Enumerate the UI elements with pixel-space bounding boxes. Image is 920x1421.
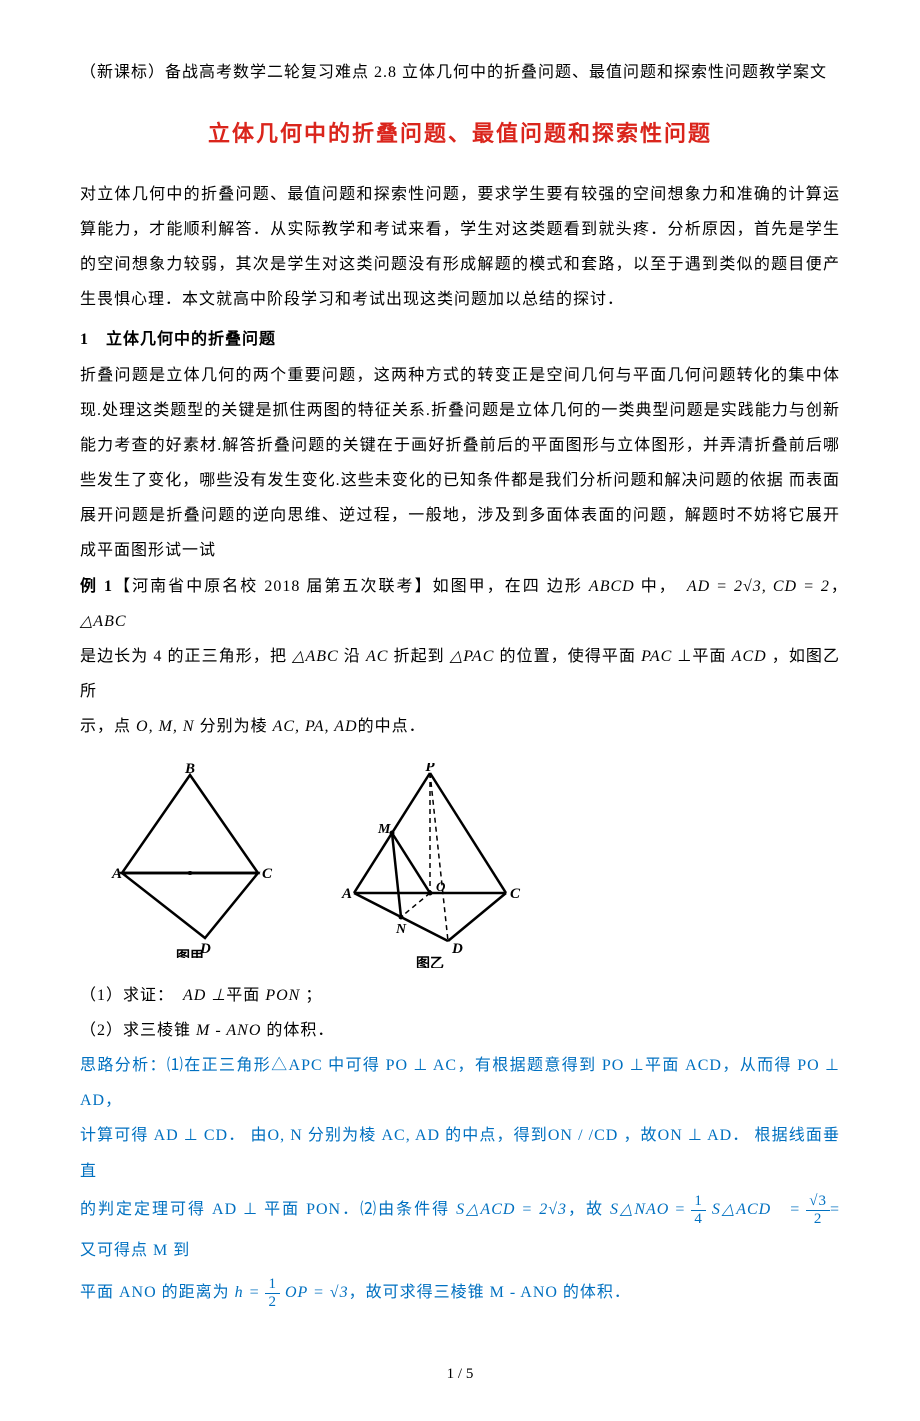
- svg-text:A: A: [341, 886, 352, 902]
- frac-2: √32: [806, 1193, 830, 1227]
- example-text-1: 如图甲，在四 边形: [433, 578, 583, 595]
- math-edges: AC, PA, AD: [273, 718, 358, 735]
- text-2c: 折起到: [394, 648, 445, 665]
- analysis-s1: S△ACD = 2√3: [456, 1201, 567, 1218]
- figure-2-svg: P A C D M O N 图乙: [330, 763, 530, 968]
- analysis-p1: ⑴在正三角形△APC 中可得 PO ⊥ AC，有根据题意得到 PO ⊥平面 AC…: [80, 1057, 840, 1109]
- comma-1: ，: [830, 578, 840, 595]
- svg-text:图乙: 图乙: [416, 956, 444, 968]
- q2-end: 的体积．: [266, 1022, 334, 1039]
- q1-pon: PON: [265, 987, 300, 1004]
- frac-3-num: 1: [265, 1276, 280, 1294]
- analysis-s2-lhs: S△NAO: [610, 1201, 669, 1218]
- svg-text:B: B: [184, 763, 195, 777]
- analysis-p4a: 平面 ANO 的距离为: [80, 1284, 230, 1301]
- plane-text: 平面: [692, 648, 726, 665]
- q1-end: ；: [305, 987, 322, 1004]
- analysis-label: 思路分析：: [80, 1057, 167, 1074]
- section-1-body: 折叠问题是立体几何的两个重要问题，这两种方式的转变正是空间几何与平面几何问题转化…: [80, 358, 840, 569]
- svg-text:M: M: [377, 822, 391, 837]
- text-2b: 沿: [344, 648, 361, 665]
- question-1: （1）求证： AD ⊥平面 PON ；: [80, 978, 840, 1013]
- q1-text: （1）求证：: [80, 987, 166, 1004]
- svg-text:O: O: [436, 879, 446, 894]
- frac-2-den: 2: [806, 1211, 830, 1228]
- text-mid: 中，: [641, 578, 669, 595]
- svg-text:P: P: [425, 763, 435, 775]
- frac-3: 12: [265, 1276, 280, 1310]
- example-1-line-1: 例 1【河南省中原名校 2018 届第五次联考】如图甲，在四 边形 ABCD 中…: [80, 569, 840, 639]
- q2-m: M - ANO: [196, 1022, 261, 1039]
- section-1-heading: 1 立体几何中的折叠问题: [80, 322, 840, 357]
- question-2: （2）求三棱锥 M - ANO 的体积．: [80, 1013, 840, 1048]
- example-1-line-2: 是边长为 4 的正三角形，把 △ABC 沿 AC 折起到 △PAC 的位置，使得…: [80, 639, 840, 709]
- document-title: 立体几何中的折叠问题、最值问题和探索性问题: [80, 110, 840, 158]
- frac-2-num: √3: [806, 1193, 830, 1211]
- math-ac: AC: [366, 648, 388, 665]
- text-3b: 分别为棱: [200, 718, 268, 735]
- analysis-eq-2: =: [790, 1201, 800, 1218]
- math-ad-eq: AD = 2√3, CD = 2: [687, 578, 830, 595]
- diagram-container: B A C D 图甲 P A C D M O N: [100, 763, 840, 968]
- perp-1: ⊥: [677, 648, 692, 665]
- text-3a: 示，点: [80, 718, 131, 735]
- example-source: 【河南省中原名校 2018 届第五次联考】: [113, 578, 433, 595]
- q1-math: AD ⊥: [183, 987, 226, 1004]
- frac-1-num: 1: [691, 1193, 706, 1211]
- page-footer: 1 / 5: [80, 1358, 840, 1391]
- text-2a: 是边长为 4 的正三角形，把: [80, 648, 287, 665]
- analysis-line-1: 思路分析：⑴在正三角形△APC 中可得 PO ⊥ AC，有根据题意得到 PO ⊥…: [80, 1048, 840, 1118]
- svg-text:C: C: [510, 886, 521, 902]
- analysis-h: h =: [235, 1284, 261, 1301]
- math-pac-2: PAC: [641, 648, 672, 665]
- math-abcd: ABCD: [589, 578, 635, 595]
- text-3c: 的中点．: [358, 718, 426, 735]
- q1-plane: 平面: [226, 987, 260, 1004]
- math-abc-2: △ABC: [292, 648, 339, 665]
- figure-2: P A C D M O N 图乙: [330, 763, 530, 968]
- math-abc: △ABC: [80, 613, 127, 630]
- frac-1-den: 4: [691, 1211, 706, 1228]
- frac-1: 14: [691, 1193, 706, 1227]
- math-omn: O, M, N: [136, 718, 195, 735]
- svg-text:图甲: 图甲: [176, 949, 204, 958]
- svg-text:A: A: [111, 866, 122, 882]
- svg-text:N: N: [395, 922, 407, 937]
- svg-text:D: D: [451, 941, 463, 957]
- intro-paragraph: 对立体几何中的折叠问题、最值问题和探索性问题，要求学生要有较强的空间想象力和准确…: [80, 177, 840, 318]
- q2-text: （2）求三棱锥: [80, 1022, 191, 1039]
- figure-1: B A C D 图甲: [100, 763, 280, 968]
- analysis-line-4: 平面 ANO 的距离为 h = 12 OP = √3，故可求得三棱锥 M - A…: [80, 1272, 840, 1314]
- analysis-op: OP = √3: [285, 1284, 349, 1301]
- analysis-p3a: 的判定定理可得 AD ⊥ 平面 PON．⑵由条件得: [80, 1201, 450, 1218]
- figure-1-svg: B A C D 图甲: [100, 763, 280, 958]
- analysis-s2-rhs: S△ACD: [712, 1201, 771, 1218]
- text-2d: 的位置，使得平面: [499, 648, 636, 665]
- math-acd: ACD: [732, 648, 767, 665]
- svg-text:C: C: [262, 866, 273, 882]
- example-label: 例 1: [80, 578, 113, 595]
- math-pac: △PAC: [450, 648, 495, 665]
- document-header: （新课标）备战高考数学二轮复习难点 2.8 立体几何中的折叠问题、最值问题和探索…: [80, 55, 840, 90]
- analysis-eq-1: =: [675, 1201, 685, 1218]
- analysis-line-2: 计算可得 AD ⊥ CD． 由O, N 分别为棱 AC, AD 的中点，得到ON…: [80, 1118, 840, 1188]
- example-1-line-3: 示，点 O, M, N 分别为棱 AC, PA, AD的中点．: [80, 709, 840, 744]
- analysis-line-3: 的判定定理可得 AD ⊥ 平面 PON．⑵由条件得 S△ACD = 2√3，故 …: [80, 1189, 840, 1272]
- analysis-p4b: ，故可求得三棱锥 M - ANO 的体积．: [349, 1284, 631, 1301]
- analysis-p3b: ，故: [567, 1201, 604, 1218]
